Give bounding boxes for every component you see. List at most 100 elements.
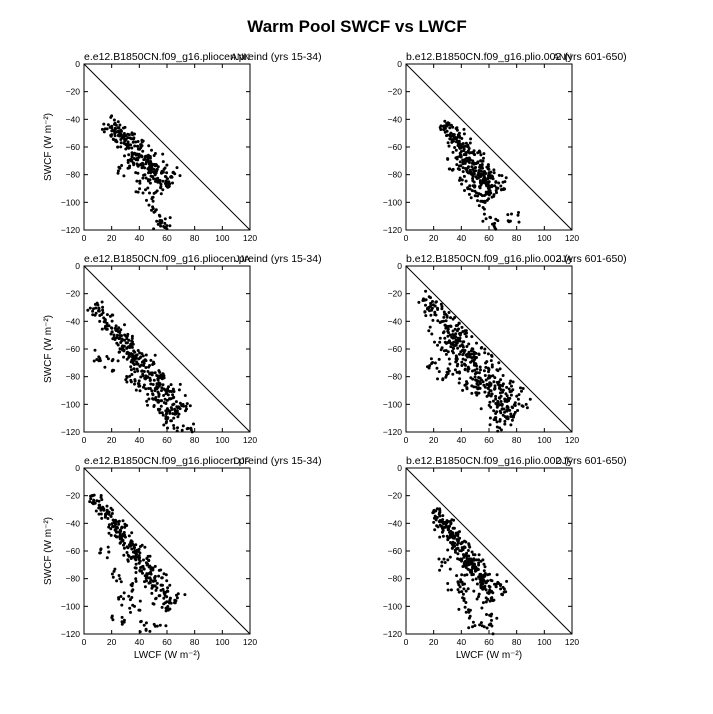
x-tick-label: 60 bbox=[162, 637, 172, 647]
y-tick-label: 0 bbox=[75, 261, 80, 271]
data-point bbox=[147, 144, 151, 148]
data-point bbox=[168, 583, 172, 587]
data-point bbox=[156, 165, 160, 169]
data-points bbox=[438, 119, 521, 231]
data-point bbox=[489, 359, 493, 363]
data-point bbox=[122, 355, 126, 359]
data-point bbox=[448, 524, 451, 528]
data-point bbox=[150, 165, 153, 168]
data-point bbox=[130, 155, 134, 159]
data-point bbox=[473, 166, 477, 170]
data-point bbox=[441, 377, 445, 381]
data-point bbox=[450, 168, 454, 172]
data-point bbox=[88, 500, 92, 504]
data-point bbox=[118, 541, 122, 545]
panel-title: e.e12.B1850CN.f09_g16.pliocen.preind (yr… bbox=[84, 51, 322, 63]
data-point bbox=[487, 167, 491, 171]
data-point bbox=[515, 394, 519, 398]
data-point bbox=[513, 404, 517, 407]
data-point bbox=[461, 357, 465, 361]
data-point bbox=[129, 158, 133, 162]
data-point bbox=[147, 179, 150, 183]
x-tick-label: 100 bbox=[537, 435, 551, 445]
one-to-one-line bbox=[83, 467, 251, 635]
data-point bbox=[476, 194, 480, 198]
data-point bbox=[456, 346, 460, 350]
data-point bbox=[448, 362, 452, 366]
data-point bbox=[110, 129, 114, 133]
data-point bbox=[116, 145, 120, 149]
data-point bbox=[446, 367, 450, 371]
data-point bbox=[177, 412, 181, 416]
data-point bbox=[181, 403, 185, 406]
data-point bbox=[494, 180, 498, 184]
data-point bbox=[140, 352, 144, 356]
data-point bbox=[441, 521, 445, 525]
data-point bbox=[499, 394, 503, 398]
x-tick-label: 60 bbox=[162, 233, 172, 243]
data-point bbox=[490, 365, 494, 369]
data-point bbox=[148, 155, 152, 158]
data-point bbox=[482, 212, 486, 216]
data-point bbox=[138, 384, 142, 388]
data-point bbox=[460, 178, 464, 182]
data-point bbox=[492, 171, 496, 175]
data-point bbox=[161, 179, 165, 183]
data-point bbox=[148, 629, 152, 633]
data-point bbox=[487, 197, 491, 201]
data-point bbox=[165, 595, 169, 599]
data-point bbox=[427, 295, 431, 299]
x-tick-label: 0 bbox=[82, 435, 87, 445]
data-point bbox=[486, 366, 490, 370]
data-point bbox=[128, 606, 132, 610]
data-point bbox=[465, 557, 469, 561]
data-point bbox=[448, 555, 452, 559]
x-tick-label: 20 bbox=[429, 233, 439, 243]
data-point bbox=[484, 182, 488, 186]
data-point bbox=[489, 622, 493, 626]
data-point bbox=[120, 535, 124, 539]
data-point bbox=[140, 543, 144, 547]
data-point bbox=[444, 341, 448, 345]
data-point bbox=[501, 593, 504, 597]
data-point bbox=[155, 382, 159, 386]
data-point bbox=[464, 353, 468, 357]
data-point bbox=[131, 603, 135, 607]
data-point bbox=[153, 210, 157, 213]
data-point bbox=[143, 173, 147, 177]
data-point bbox=[151, 579, 155, 583]
data-point bbox=[460, 573, 464, 577]
data-point bbox=[135, 367, 139, 371]
data-point bbox=[478, 577, 482, 581]
y-tick-label: −40 bbox=[388, 316, 403, 326]
data-point bbox=[511, 380, 515, 384]
data-point bbox=[97, 309, 101, 313]
data-point bbox=[417, 300, 421, 304]
data-point bbox=[145, 557, 149, 560]
data-point bbox=[165, 171, 169, 175]
data-point bbox=[486, 573, 490, 577]
data-point bbox=[159, 588, 163, 592]
data-point bbox=[436, 525, 440, 529]
data-point bbox=[519, 386, 522, 390]
data-point bbox=[462, 587, 466, 591]
x-tick-label: 120 bbox=[565, 637, 579, 647]
data-point bbox=[457, 321, 461, 325]
data-point bbox=[475, 382, 479, 386]
data-point bbox=[458, 146, 462, 150]
data-point bbox=[486, 163, 490, 167]
data-point bbox=[106, 545, 110, 549]
data-point bbox=[497, 380, 501, 384]
data-point bbox=[105, 509, 109, 513]
data-point bbox=[153, 574, 157, 578]
data-point bbox=[150, 162, 153, 166]
data-point bbox=[171, 387, 175, 391]
data-point bbox=[447, 339, 451, 343]
data-point bbox=[454, 332, 458, 336]
data-point bbox=[98, 506, 102, 510]
data-point bbox=[150, 584, 154, 588]
data-point bbox=[172, 402, 176, 406]
data-point bbox=[92, 499, 96, 503]
data-point bbox=[103, 515, 107, 519]
